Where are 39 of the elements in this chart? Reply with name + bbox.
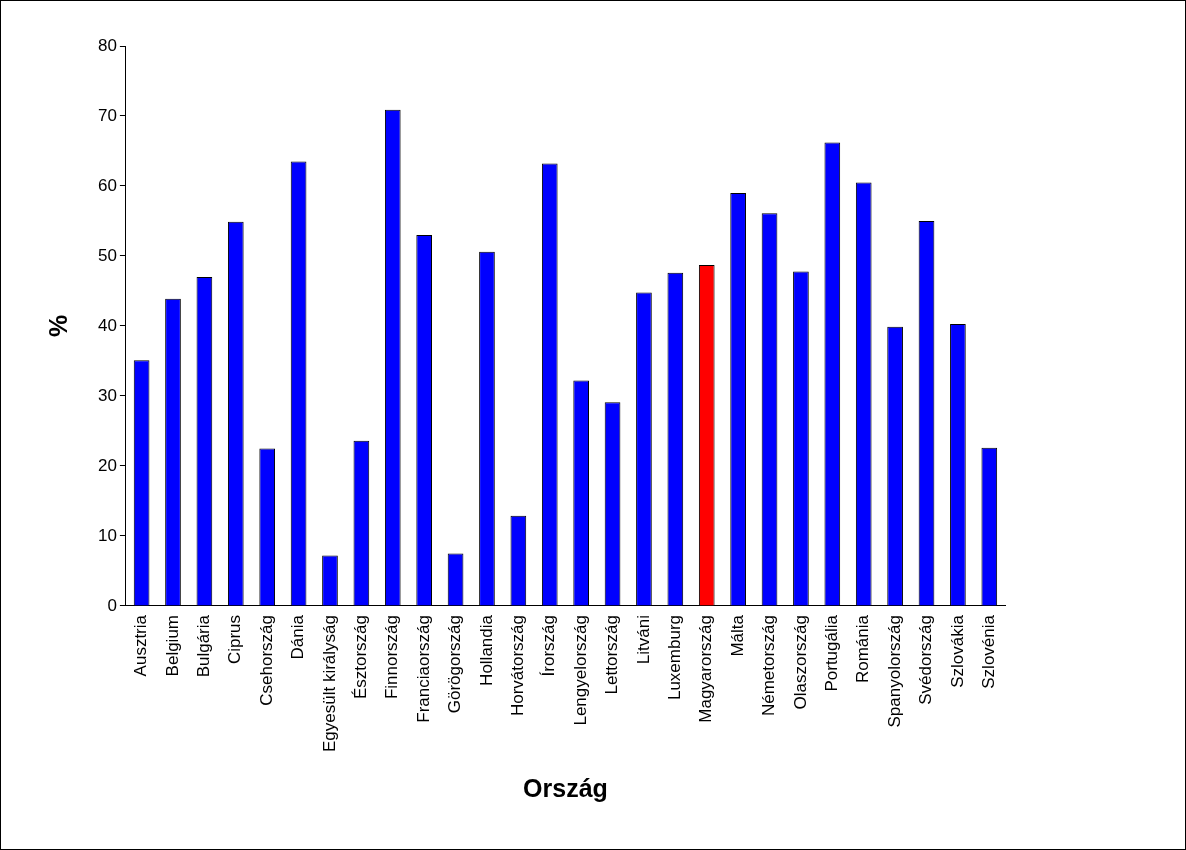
x-tick-label: Olaszország xyxy=(790,615,810,710)
y-axis-title: % xyxy=(43,314,72,338)
x-tick-label: Hollandia xyxy=(476,614,496,686)
x-tick-label: Svédország xyxy=(916,615,936,705)
x-tick-label: Görögország xyxy=(445,615,465,714)
x-tick-label: Portugália xyxy=(822,614,842,692)
y-tick-label: 50 xyxy=(97,245,117,265)
x-tick-label: Belgium xyxy=(162,615,182,677)
x-tick-label: Észtország xyxy=(351,615,371,700)
y-tick-label: 10 xyxy=(97,525,117,545)
x-tick-label: Franciaország xyxy=(413,615,433,723)
x-tick-label: Litváni xyxy=(633,615,653,665)
y-tick-label: 0 xyxy=(107,595,117,615)
x-tick-label: Luxemburg xyxy=(665,615,685,701)
x-tick-label: Románia xyxy=(853,614,873,684)
x-tick-label: Egyesült királyság xyxy=(319,615,339,753)
x-tick-label: Lengyelország xyxy=(570,615,590,726)
x-axis-title: Ország xyxy=(523,773,608,802)
x-tick-label: Horvátország xyxy=(508,615,528,717)
x-tick-label: Finnország xyxy=(382,615,402,700)
y-tick-label: 30 xyxy=(97,385,117,405)
x-tick-label: Lettország xyxy=(602,615,622,695)
x-tick-label: Málta xyxy=(727,614,747,657)
x-tick-label: Írország xyxy=(539,615,559,677)
x-tick-label: Spanyolország xyxy=(884,615,904,728)
y-tick-label: 60 xyxy=(97,175,117,195)
y-tick-label: 20 xyxy=(97,455,117,475)
x-tick-label: Ciprus xyxy=(225,615,245,665)
y-tick-label: 80 xyxy=(97,35,117,55)
x-tick-label: Dánia xyxy=(288,614,308,660)
y-tick-label: 70 xyxy=(97,105,117,125)
x-tick-label: Bulgária xyxy=(194,614,214,678)
x-tick-label: Csehország xyxy=(256,615,276,706)
x-tick-label: Magyarország xyxy=(696,615,716,723)
x-tick-label: Szlovénia xyxy=(978,614,998,689)
y-tick-label: 40 xyxy=(97,315,117,335)
x-tick-label: Szlovákia xyxy=(947,614,967,688)
x-tick-label: Németország xyxy=(759,615,779,717)
x-tick-label: Ausztria xyxy=(131,614,151,677)
